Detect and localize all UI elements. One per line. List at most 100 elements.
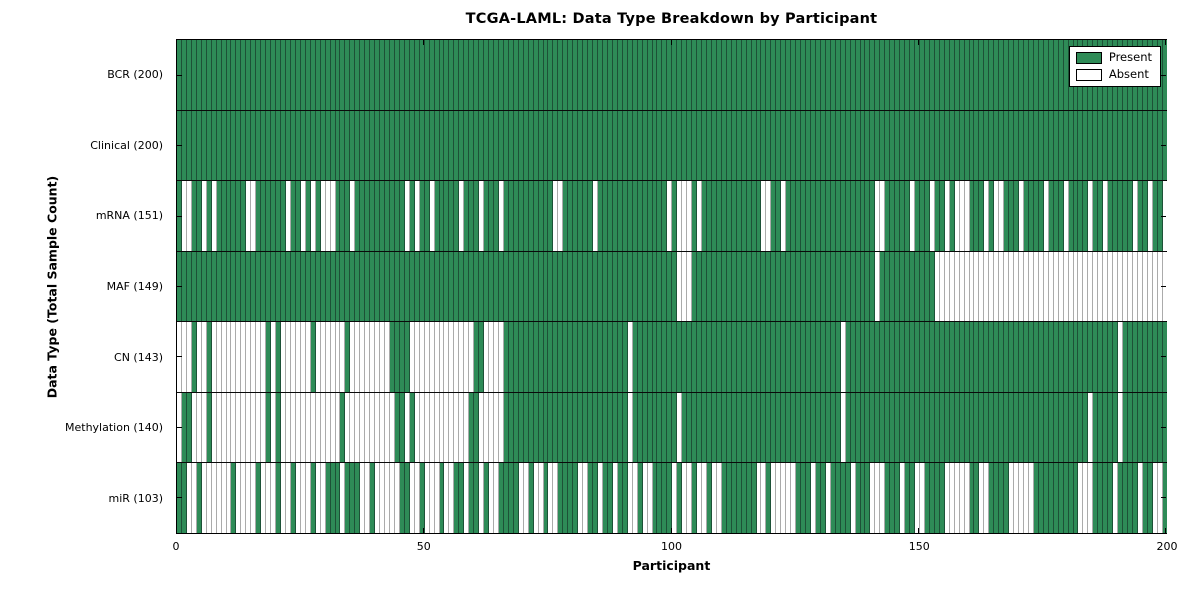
matrix-cell [632, 322, 638, 392]
matrix-cell [474, 110, 480, 181]
matrix-cell [672, 251, 678, 322]
matrix-cell [1073, 110, 1079, 181]
matrix-cell [1004, 110, 1010, 181]
matrix-cell [929, 322, 935, 392]
matrix-cell [191, 392, 197, 463]
matrix-cell [662, 463, 668, 534]
matrix-cell [736, 40, 742, 110]
matrix-cell [915, 181, 920, 251]
matrix-cell [939, 181, 945, 251]
matrix-cell [865, 40, 871, 110]
matrix-cell [330, 110, 336, 181]
matrix-cell [489, 181, 494, 251]
matrix-cell [231, 181, 237, 251]
matrix-cell [959, 322, 965, 392]
matrix-cell [409, 251, 415, 322]
matrix-cell [583, 322, 589, 392]
matrix-cell [251, 392, 257, 463]
matrix-cell [335, 110, 341, 181]
matrix-cell [984, 322, 990, 392]
matrix-cell [1078, 251, 1084, 322]
matrix-cell [1108, 463, 1114, 534]
matrix-cell [1103, 392, 1109, 463]
matrix-cell [1073, 392, 1079, 463]
matrix-cell [360, 322, 366, 392]
matrix-cell [855, 40, 861, 110]
matrix-cell [1014, 392, 1020, 463]
matrix-cell [281, 251, 286, 322]
matrix-cell [593, 322, 599, 392]
matrix-cell [870, 251, 876, 322]
matrix-cell [1004, 251, 1010, 322]
matrix-cell [850, 463, 856, 534]
matrix-cell [494, 322, 499, 392]
matrix-cell [380, 463, 386, 534]
matrix-cell [399, 322, 405, 392]
matrix-cell [489, 392, 494, 463]
matrix-cell [206, 251, 212, 322]
matrix-cell [1048, 322, 1054, 392]
matrix-cell [1142, 251, 1148, 322]
matrix-cell [1033, 110, 1039, 181]
matrix-cell [394, 40, 400, 110]
matrix-cell [236, 181, 242, 251]
matrix-cell [404, 40, 410, 110]
matrix-cell [840, 40, 846, 110]
matrix-cell [761, 322, 767, 392]
matrix-cell [860, 392, 866, 463]
matrix-cell [1009, 110, 1015, 181]
matrix-cell [196, 392, 202, 463]
matrix-cell [815, 463, 821, 534]
matrix-cell [355, 181, 361, 251]
matrix-cell [404, 322, 410, 392]
matrix-cell [910, 322, 916, 392]
matrix-cell [1063, 392, 1069, 463]
matrix-cell [340, 181, 346, 251]
matrix-cell [360, 181, 366, 251]
matrix-cell [1063, 251, 1069, 322]
matrix-cell [305, 110, 311, 181]
matrix-cell [424, 251, 430, 322]
matrix-cell [454, 181, 460, 251]
x-tick-label: 150 [908, 540, 930, 553]
matrix-cell [533, 181, 539, 251]
matrix-cell [266, 181, 272, 251]
matrix-cell [751, 181, 757, 251]
matrix-cell [300, 392, 306, 463]
matrix-cell [751, 251, 757, 322]
matrix-cell [989, 322, 995, 392]
matrix-cell [1132, 110, 1138, 181]
matrix-cell [979, 110, 985, 181]
matrix-cell [315, 251, 321, 322]
matrix-cell [498, 392, 504, 463]
matrix-cell [1058, 463, 1064, 534]
matrix-cell [706, 110, 712, 181]
matrix-cell [1033, 251, 1039, 322]
matrix-cell [796, 392, 802, 463]
matrix-cell [1137, 322, 1143, 392]
matrix-cell [221, 181, 227, 251]
matrix-cell [672, 40, 678, 110]
matrix-cell [276, 40, 282, 110]
matrix-cell [984, 463, 990, 534]
matrix-row-clinical [177, 110, 1167, 182]
matrix-cell [568, 181, 574, 251]
matrix-cell [404, 463, 410, 534]
matrix-cell [459, 322, 465, 392]
matrix-cell [469, 110, 475, 181]
matrix-cell [726, 251, 732, 322]
matrix-cell [612, 322, 618, 392]
matrix-cell [677, 40, 683, 110]
matrix-cell [766, 110, 772, 181]
matrix-cell [281, 322, 286, 392]
matrix-cell [1019, 110, 1024, 181]
matrix-cell [870, 181, 876, 251]
matrix-cell [1118, 322, 1124, 392]
matrix-cell [1068, 181, 1074, 251]
matrix-cell [335, 322, 341, 392]
matrix-cell [776, 110, 782, 181]
matrix-cell [731, 392, 737, 463]
matrix-cell [756, 181, 762, 251]
matrix-cell [503, 322, 509, 392]
matrix-cell [1142, 322, 1148, 392]
